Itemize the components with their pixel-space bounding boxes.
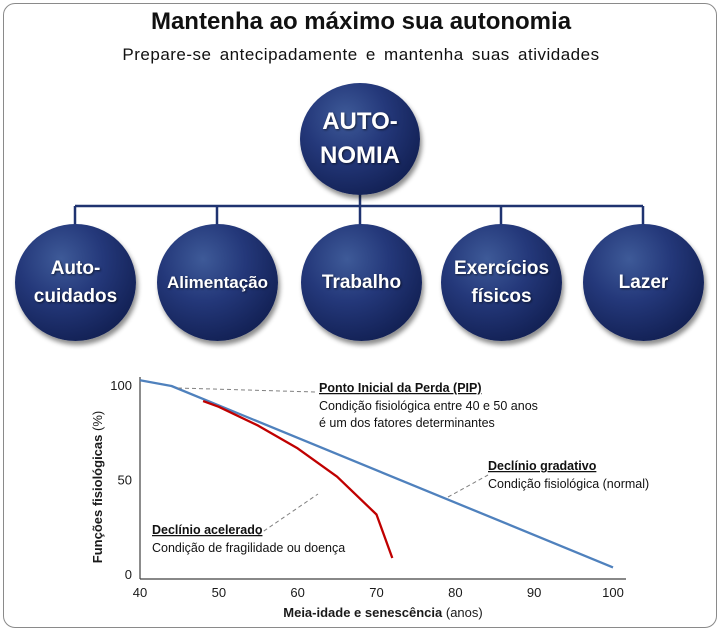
circle-exercicios-label: Exercícios físicos bbox=[453, 257, 550, 307]
y-axis-title-bold: Funções fisiológicas bbox=[90, 435, 105, 564]
circle-autocuidados: Auto- cuidados bbox=[15, 224, 136, 341]
y-axis-title: Funções fisiológicas (%) bbox=[90, 411, 105, 563]
slide-title: Mantenha ao máximo sua autonomia bbox=[150, 8, 572, 35]
annotation-pip-line2: é um dos fatores determinantes bbox=[319, 416, 495, 430]
circle-autonomia-label: AUTO- NOMIA bbox=[320, 108, 400, 169]
circle-trabalho: Trabalho bbox=[301, 224, 422, 341]
circle-autonomia: AUTO- NOMIA bbox=[300, 83, 420, 195]
circle-alimentacao: Alimentação bbox=[157, 224, 278, 341]
x-tick-label: 40 bbox=[133, 585, 147, 600]
leader-accel bbox=[257, 493, 319, 536]
series-line-accelerated bbox=[202, 400, 394, 559]
x-tick-labels: 40 50 60 70 80 90 100 bbox=[133, 585, 624, 600]
x-tick-label: 50 bbox=[212, 585, 226, 600]
annotation-pip-line1: Condição fisiológica entre 40 e 50 anos bbox=[319, 399, 538, 413]
circle-autocuidados-label: Auto- cuidados bbox=[33, 257, 118, 307]
series-line-gradual bbox=[139, 379, 614, 569]
y-axis-title-unit: (%) bbox=[90, 411, 105, 431]
leader-gradual bbox=[447, 474, 489, 498]
y-tick-label: 100 bbox=[110, 378, 132, 393]
x-axis-title: Meia-idade e senescência (anos) bbox=[283, 605, 482, 620]
annotation-gradual-line1: Condição fisiológica (normal) bbox=[488, 477, 649, 491]
x-tick-label: 60 bbox=[290, 585, 304, 600]
y-tick-label: 0 bbox=[125, 567, 132, 582]
circle-exercicios: Exercícios físicos bbox=[441, 224, 562, 341]
x-tick-label: 90 bbox=[527, 585, 541, 600]
circle-lazer-label: Lazer bbox=[618, 271, 669, 293]
x-tick-label: 100 bbox=[602, 585, 624, 600]
annotation-accel-line1: Condição de fragilidade ou doença bbox=[152, 541, 345, 555]
x-tick-label: 80 bbox=[448, 585, 462, 600]
y-tick-label: 50 bbox=[118, 473, 132, 488]
annotation-accel-title: Declínio acelerado bbox=[152, 523, 263, 537]
y-tick-labels: 0 50 100 bbox=[110, 378, 132, 582]
x-axis-title-unit: (anos) bbox=[446, 605, 483, 620]
annotation-gradual-title: Declínio gradativo bbox=[488, 459, 597, 473]
circle-alimentacao-label: Alimentação bbox=[166, 272, 269, 292]
annotation-pip-title: Ponto Inicial da Perda (PIP) bbox=[319, 381, 482, 395]
x-tick-label: 70 bbox=[369, 585, 383, 600]
circle-lazer: Lazer bbox=[583, 224, 704, 341]
slide-subtitle: Prepare-se antecipadamente e mantenha su… bbox=[122, 45, 600, 64]
leader-pip bbox=[177, 387, 316, 393]
x-axis-title-bold: Meia-idade e senescência bbox=[283, 605, 443, 620]
circle-trabalho-label: Trabalho bbox=[321, 271, 402, 293]
